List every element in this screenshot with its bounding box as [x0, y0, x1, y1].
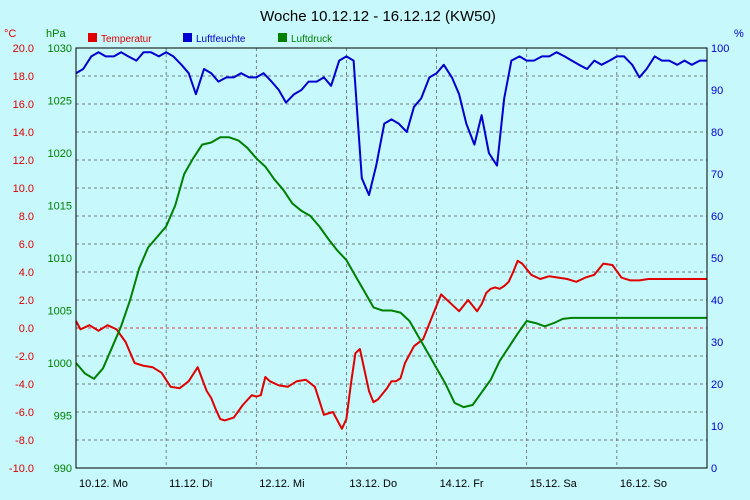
legend-label-temperatur: Temperatur [101, 34, 152, 45]
legend-label-luftdruck: Luftdruck [291, 34, 333, 45]
hum-tick-label: 90 [711, 85, 723, 97]
temp-tick-label: 20.0 [13, 43, 34, 55]
temp-tick-label: 4.0 [19, 267, 34, 279]
temp-tick-label: -10.0 [9, 463, 34, 475]
hum-unit-label: % [734, 28, 744, 40]
temp-tick-label: 10.0 [13, 183, 34, 195]
temp-tick-label: -2.0 [15, 351, 34, 363]
hum-tick-label: 20 [711, 379, 723, 391]
temp-tick-label: -8.0 [15, 435, 34, 447]
temp-tick-label: 14.0 [13, 127, 34, 139]
series-line-temperatur [75, 259, 707, 430]
axis-ticks: 10.12. Mo 11.12. Di 12.12. Mi 13.12. Do 14.1… [9, 43, 729, 490]
x-tick-label: 12.12. Mi [259, 478, 304, 490]
hum-tick-label: 100 [711, 43, 729, 55]
legend-swatch-luftdruck [278, 33, 287, 42]
hum-tick-label: 80 [711, 127, 723, 139]
hum-tick-label: 0 [711, 463, 717, 475]
press-tick-label: 1015 [48, 201, 72, 213]
legend: Temperatur Luftfeuchte Luftdruck [88, 33, 333, 45]
temp-tick-label: 0.0 [19, 323, 34, 335]
temp-unit-label: °C [4, 28, 16, 40]
press-tick-label: 1010 [48, 253, 72, 265]
temp-tick-label: -6.0 [15, 407, 34, 419]
series-line-luftfeuchte [75, 51, 707, 196]
press-tick-label: 995 [54, 411, 72, 423]
temp-tick-label: 16.0 [13, 99, 34, 111]
x-tick-label: 15.12. Sa [530, 478, 578, 490]
plot-frame [75, 47, 708, 469]
temp-tick-label: 6.0 [19, 239, 34, 251]
temp-tick-label: 8.0 [19, 211, 34, 223]
x-tick-label: 16.12. So [620, 478, 667, 490]
grid [76, 48, 707, 468]
press-tick-label: 1005 [48, 306, 72, 318]
x-tick-label: 13.12. Do [349, 478, 397, 490]
temp-tick-label: 2.0 [19, 295, 34, 307]
x-tick-label: 11.12. Di [169, 478, 212, 490]
temp-tick-label: -4.0 [15, 379, 34, 391]
legend-label-luftfeuchte: Luftfeuchte [196, 34, 246, 45]
hum-tick-label: 60 [711, 211, 723, 223]
press-tick-label: 1020 [48, 148, 72, 160]
press-tick-label: 1025 [48, 96, 72, 108]
hum-tick-label: 40 [711, 295, 723, 307]
press-tick-label: 1030 [48, 43, 72, 55]
series-line-luftdruck [75, 136, 707, 409]
press-tick-label: 990 [54, 463, 72, 475]
legend-swatch-luftfeuchte [183, 33, 192, 42]
series-lines [75, 51, 707, 430]
temp-tick-label: 18.0 [13, 71, 34, 83]
x-tick-label: 14.12. Fr [440, 478, 484, 490]
hum-tick-label: 10 [711, 421, 723, 433]
hum-tick-label: 70 [711, 169, 723, 181]
legend-swatch-temperatur [88, 33, 97, 42]
hum-tick-label: 30 [711, 337, 723, 349]
chart-title: Woche 10.12.12 - 16.12.12 (KW50) [260, 8, 496, 25]
press-tick-label: 1000 [48, 358, 72, 370]
hum-tick-label: 50 [711, 253, 723, 265]
temp-tick-label: 12.0 [13, 155, 34, 167]
press-unit-label: hPa [46, 28, 66, 40]
x-tick-label: 10.12. Mo [79, 478, 128, 490]
